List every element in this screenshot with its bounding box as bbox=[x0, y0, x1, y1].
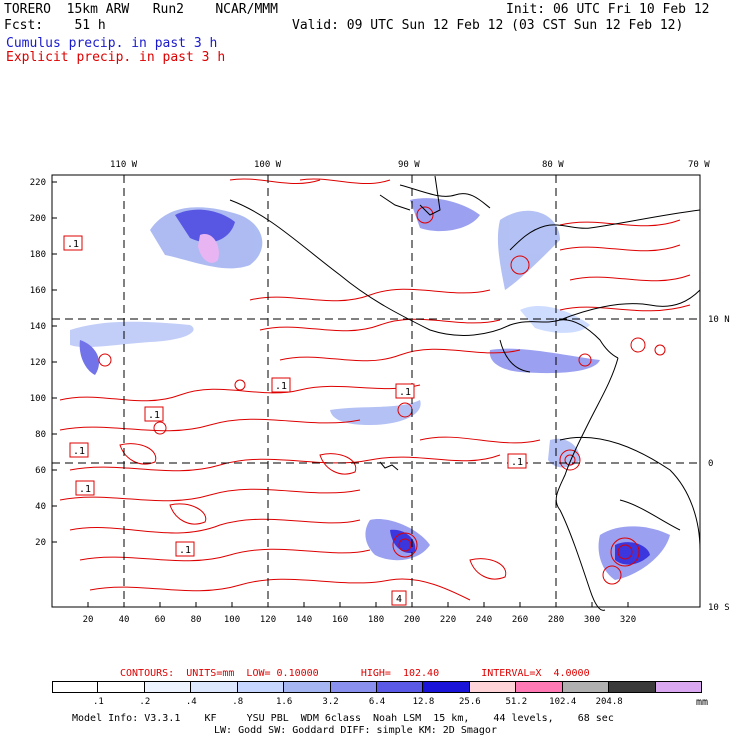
colorbar: .1 .2 .4 .8 1.6 3.2 6.4 12.8 25.6 51.2 102.4 204.8 bbox=[52, 0, 702, 740]
x-tick-label: 180 bbox=[368, 615, 384, 625]
contour-label: .1 bbox=[399, 387, 411, 398]
colorbar-label: 1.6 bbox=[276, 697, 293, 707]
colorbar-unit: mm bbox=[696, 697, 709, 708]
lon-label-100w: 100 W bbox=[254, 160, 282, 170]
x-tick-label: 320 bbox=[620, 615, 636, 625]
y-tick-label: 80 bbox=[35, 430, 46, 440]
contour-label: .1 bbox=[67, 239, 79, 250]
lon-label-70w: 70 W bbox=[688, 160, 710, 170]
y-tick-label: 20 bbox=[35, 538, 46, 548]
y-tick-label: 220 bbox=[30, 178, 46, 188]
colorbar-cell bbox=[52, 681, 99, 693]
contour-label: 4 bbox=[396, 594, 402, 605]
colorbar-cell bbox=[191, 681, 238, 693]
colorbar-label: 204.8 bbox=[595, 697, 623, 707]
y-tick-label: 160 bbox=[30, 286, 46, 296]
colorbar-cell bbox=[377, 681, 424, 693]
model-title: TORERO 15km ARW Run2 NCAR/MMM bbox=[4, 2, 278, 17]
contour-label-boxes bbox=[63, 235, 527, 606]
colorbar-cell bbox=[144, 681, 192, 693]
colorbar-label: 6.4 bbox=[368, 697, 386, 707]
lon-label-90w: 90 W bbox=[398, 160, 420, 170]
y-tick-label: 120 bbox=[30, 358, 46, 368]
contour-label: .1 bbox=[511, 457, 523, 468]
init-time: Init: 06 UTC Fri 10 Feb 12 bbox=[506, 2, 710, 17]
explicit-precip-contours bbox=[59, 178, 691, 601]
graticule bbox=[52, 175, 700, 607]
y-axis-ticks: 220 200 180 160 140 120 100 80 60 40 20 bbox=[30, 178, 57, 548]
x-axis-ticks: 20 40 60 80 100 120 140 160 180 200 220 240 260 280 30… bbox=[83, 602, 636, 625]
colorbar-label: 102.4 bbox=[549, 697, 577, 707]
colorbar-label: .1 bbox=[93, 697, 104, 707]
valid-time: Valid: 09 UTC Sun 12 Feb 12 (03 CST Sun … bbox=[292, 18, 684, 33]
contours-info: CONTOURS: UNITS=mm LOW= 0.10000 HIGH= 10… bbox=[120, 668, 590, 679]
x-tick-label: 160 bbox=[332, 615, 348, 625]
x-tick-label: 240 bbox=[476, 615, 492, 625]
x-tick-label: 20 bbox=[83, 615, 94, 625]
colorbar-cell bbox=[469, 681, 517, 693]
x-tick-label: 300 bbox=[584, 615, 600, 625]
colorbar-label: .8 bbox=[232, 697, 244, 707]
lat-label-10s: 10 S bbox=[708, 603, 730, 613]
x-tick-label: 60 bbox=[155, 615, 166, 625]
colorbar-cell bbox=[562, 681, 610, 693]
colorbar-cell bbox=[98, 681, 145, 693]
contour-label: .1 bbox=[148, 410, 160, 421]
x-tick-label: 280 bbox=[548, 615, 564, 625]
y-tick-label: 200 bbox=[30, 214, 46, 224]
lon-label-80w: 80 W bbox=[542, 160, 564, 170]
y-tick-label: 180 bbox=[30, 250, 46, 260]
forecast-hour: Fcst: 51 h bbox=[4, 18, 106, 33]
colorbar-label: 3.2 bbox=[322, 697, 339, 707]
colorbar-cell bbox=[516, 681, 563, 693]
colorbar-cell bbox=[237, 681, 285, 693]
x-tick-label: 140 bbox=[296, 615, 312, 625]
x-tick-label: 120 bbox=[260, 615, 276, 625]
cumulus-legend: Cumulus precip. in past 3 h bbox=[6, 36, 218, 51]
colorbar-cell bbox=[655, 681, 702, 693]
colorbar-cell bbox=[423, 681, 470, 693]
colorbar-cell bbox=[609, 681, 656, 693]
x-tick-label: 100 bbox=[224, 615, 240, 625]
contour-label: .1 bbox=[79, 484, 91, 495]
explicit-legend: Explicit precip. in past 3 h bbox=[6, 50, 226, 65]
x-tick-label: 220 bbox=[440, 615, 456, 625]
x-tick-label: 40 bbox=[119, 615, 130, 625]
y-tick-label: 140 bbox=[30, 322, 46, 332]
lat-label-0: 0 bbox=[708, 459, 713, 469]
contour-label: .1 bbox=[179, 545, 191, 556]
y-tick-label: 40 bbox=[35, 502, 46, 512]
lon-label-110w: 110 W bbox=[110, 160, 138, 170]
colorbar-label: .4 bbox=[185, 697, 197, 707]
x-tick-label: 200 bbox=[404, 615, 420, 625]
lat-label-10n: 10 N bbox=[708, 315, 730, 325]
contour-label: .1 bbox=[275, 381, 287, 392]
coastlines bbox=[229, 175, 701, 611]
colorbar-label: .2 bbox=[139, 697, 151, 707]
y-tick-label: 100 bbox=[30, 394, 46, 404]
contour-label: .1 bbox=[73, 446, 85, 457]
x-tick-label: 80 bbox=[191, 615, 202, 625]
colorbar-label: 12.8 bbox=[412, 697, 435, 707]
colorbar-cell bbox=[284, 681, 331, 693]
colorbar-label: 51.2 bbox=[505, 697, 528, 707]
colorbar-label: 25.6 bbox=[459, 697, 481, 707]
x-tick-label: 260 bbox=[512, 615, 528, 625]
model-info: Model Info: V3.3.1 KF YSU PBL WDM 6class… bbox=[72, 713, 614, 724]
model-info-physics: LW: Godd SW: Goddard DIFF: simple KM: 2D… bbox=[214, 725, 497, 736]
y-tick-label: 60 bbox=[35, 466, 46, 476]
colorbar-cell bbox=[330, 681, 377, 693]
